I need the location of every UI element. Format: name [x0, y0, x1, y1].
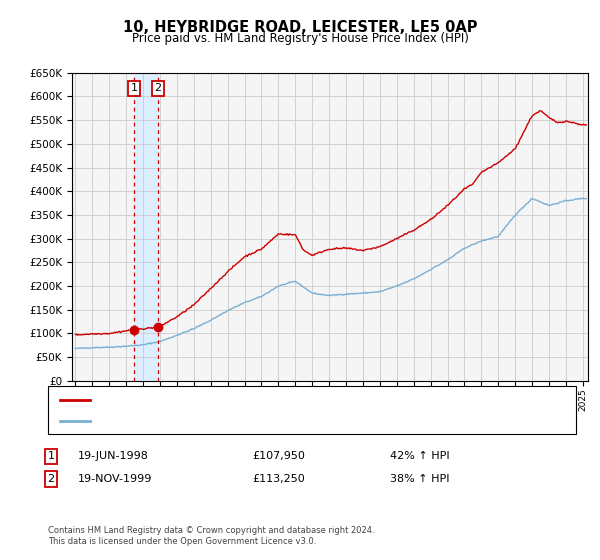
- Text: 10, HEYBRIDGE ROAD, LEICESTER, LE5 0AP: 10, HEYBRIDGE ROAD, LEICESTER, LE5 0AP: [123, 20, 477, 35]
- Text: HPI: Average price, detached house, Leicester: HPI: Average price, detached house, Leic…: [96, 416, 337, 426]
- Text: 1: 1: [47, 451, 55, 461]
- Text: £107,950: £107,950: [252, 451, 305, 461]
- Text: 19-JUN-1998: 19-JUN-1998: [78, 451, 149, 461]
- Text: 42% ↑ HPI: 42% ↑ HPI: [390, 451, 449, 461]
- Text: 2: 2: [155, 83, 161, 94]
- Text: 1: 1: [130, 83, 137, 94]
- Text: £113,250: £113,250: [252, 474, 305, 484]
- Bar: [134, 73, 158, 381]
- Text: 38% ↑ HPI: 38% ↑ HPI: [390, 474, 449, 484]
- Text: Contains HM Land Registry data © Crown copyright and database right 2024.
This d: Contains HM Land Registry data © Crown c…: [48, 526, 374, 546]
- Text: Price paid vs. HM Land Registry's House Price Index (HPI): Price paid vs. HM Land Registry's House …: [131, 32, 469, 45]
- Text: 19-NOV-1999: 19-NOV-1999: [78, 474, 152, 484]
- Text: 2: 2: [47, 474, 55, 484]
- Text: 10, HEYBRIDGE ROAD, LEICESTER, LE5 0AP (detached house): 10, HEYBRIDGE ROAD, LEICESTER, LE5 0AP (…: [96, 395, 415, 405]
